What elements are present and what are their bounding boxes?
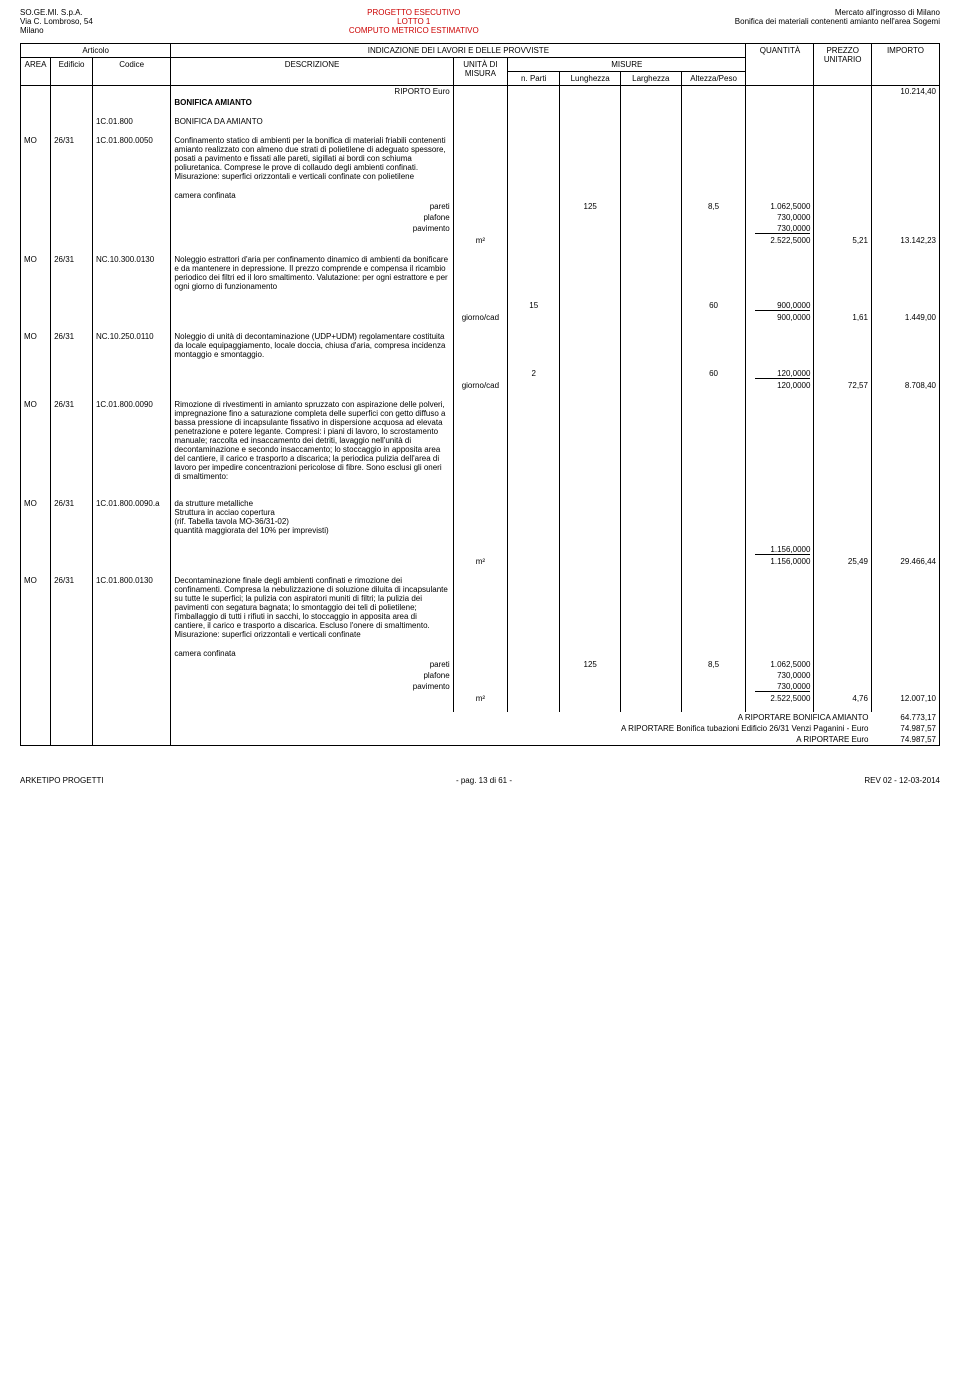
page-footer: ARKETIPO PROGETTI - pag. 13 di 61 - REV … [20, 776, 940, 785]
col-unita: UNITÀ DI MISURA [453, 58, 507, 86]
col-area: AREA [21, 58, 51, 86]
section-bonifica-amianto: BONIFICA AMIANTO [174, 98, 251, 107]
col-larghezza: Larghezza [621, 72, 682, 86]
col-prezzo: PREZZO UNITARIO [814, 44, 872, 86]
table-row: MO 26/31 1C.01.800.0090.a da strutture m… [21, 498, 940, 536]
project-desc: Bonifica dei materiali contenenti amiant… [735, 17, 940, 26]
col-quantita: QUANTITÀ [746, 44, 814, 86]
company-city: Milano [20, 26, 93, 35]
header-center: PROGETTO ESECUTIVO LOTTO 1 COMPUTO METRI… [349, 8, 479, 35]
col-misure: MISURE [508, 58, 746, 72]
project-title-3: COMPUTO METRICO ESTIMATIVO [349, 26, 479, 35]
col-codice: Codice [92, 58, 170, 86]
project-title-2: LOTTO 1 [397, 17, 430, 26]
footer-left: ARKETIPO PROGETTI [20, 776, 104, 785]
header-right: Mercato all'ingrosso di Milano Bonifica … [735, 8, 940, 35]
computo-table: Articolo INDICAZIONE DEI LAVORI E DELLE … [20, 43, 940, 746]
company-name: SO.GE.MI. S.p.A. [20, 8, 93, 17]
company-address: Via C. Lombroso, 54 [20, 17, 93, 26]
col-altezza: Altezza/Peso [681, 72, 746, 86]
table-row: MO 26/31 1C.01.800.0050 Confinamento sta… [21, 135, 940, 182]
col-edificio: Edificio [51, 58, 93, 86]
table-row: MO 26/31 NC.10.250.0110 Noleggio di unit… [21, 331, 940, 360]
footer-center: - pag. 13 di 61 - [456, 776, 512, 785]
col-descrizione: DESCRIZIONE [171, 58, 453, 86]
table-row: MO 26/31 1C.01.800.0090 Rimozione di riv… [21, 399, 940, 482]
col-parti: n. Parti [508, 72, 560, 86]
col-indicazione: INDICAZIONE DEI LAVORI E DELLE PROVVISTE [171, 44, 746, 58]
page-header: SO.GE.MI. S.p.A. Via C. Lombroso, 54 Mil… [20, 8, 940, 35]
col-articolo: Articolo [21, 44, 171, 58]
market-name: Mercato all'ingrosso di Milano [835, 8, 940, 17]
table-row: MO 26/31 NC.10.300.0130 Noleggio estratt… [21, 254, 940, 292]
table-row: MO 26/31 1C.01.800.0130 Decontaminazione… [21, 575, 940, 640]
header-left: SO.GE.MI. S.p.A. Via C. Lombroso, 54 Mil… [20, 8, 93, 35]
col-lunghezza: Lunghezza [560, 72, 621, 86]
footer-right: REV 02 - 12-03-2014 [864, 776, 940, 785]
col-importo: IMPORTO [871, 44, 939, 86]
project-title-1: PROGETTO ESECUTIVO [367, 8, 460, 17]
